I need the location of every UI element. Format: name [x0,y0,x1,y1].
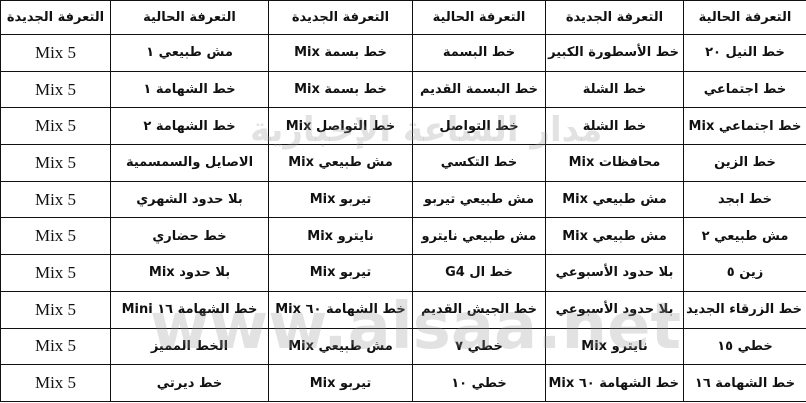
table-cell: خط الشهامة ١٦ [683,364,806,402]
table-cell: خط بسمة Mix [268,70,413,109]
table-cell: خط ديرتي [110,364,269,402]
table-row: خط الزين محافظات Mix خط التكسي مش طبيعي Mix… [0,144,806,182]
table-cell: زين ٥ [683,254,806,292]
table-cell: خط بسمة Mix [268,34,413,72]
table-cell: خط الأسطورة الكبير [545,34,684,72]
table-cell: مش طبيعي تيربو [412,180,546,219]
table-cell: خط الشلة [545,70,684,109]
table-cell: خط حضاري [110,217,269,256]
table-row: خطي ١٥ نايترو Mix خطي ٧ مش طبيعي Mix الخط ال… [0,327,806,366]
table-cell: خط ال G4 [412,254,546,292]
table-cell: خط الشهامة ٦٠ Mix [545,364,684,402]
table-row: خط الزرقاء الجديد بلا حدود الأسبوعي خط الج… [0,290,806,329]
table-cell: خط التكسي [412,144,546,182]
table-cell: تيربو Mix [268,364,413,402]
header-cell: التعرفة الجديدة [0,0,111,35]
table-cell: Mix 5 [0,254,111,292]
table-cell: نايترو Mix [268,217,413,256]
header-cell: التعرفة الحالية [110,0,269,35]
table-cell: خط الشلة [545,107,684,146]
table-cell: بلا حدود الأسبوعي [545,290,684,329]
table-cell: خط التواصل Mix [268,107,413,146]
header-cell: التعرفة الحالية [683,0,806,35]
table-cell: خط البسمة [412,34,546,72]
table-cell: خط اجتماعي [683,70,806,109]
table-row: خط ابجد مش طبيعي Mix مش طبيعي تيربو تيربو M… [0,180,806,219]
table-cell: Mix 5 [0,217,111,256]
table-cell: Mix 5 [0,144,111,182]
table-cell: مش طبيعي Mix [545,180,684,219]
table-cell: نايترو Mix [545,327,684,366]
table-cell: تيربو Mix [268,254,413,292]
table-cell: خط الزين [683,144,806,182]
table-body: خط النيل ٢٠ خط الأسطورة الكبير خط البسمة خط… [0,34,806,402]
header-row: التعرفة الحالية التعرفة الجديدة التعرفة ال… [0,0,806,35]
header-cell: التعرفة الجديدة [545,0,684,35]
table-row: خط اجتماعي خط الشلة خط البسمة القديم خط بسم… [0,70,806,109]
table-cell: خط اجتماعي Mix [683,107,806,146]
table-cell: مش طبيعي ٢ [683,217,806,256]
table-row: مش طبيعي ٢ مش طبيعي Mix مش طبيعي نايترو ناي… [0,217,806,256]
table-cell: خط الجيش القديم [412,290,546,329]
table-cell: الخط المميز [110,327,269,366]
table-cell: خط الشهامة ٢ [110,107,269,146]
table-cell: مش طبيعي Mix [268,327,413,366]
table-cell: خط النيل ٢٠ [683,34,806,72]
table-row: خط اجتماعي Mix خط الشلة خط التواصل خط التوا… [0,107,806,146]
table-cell: محافظات Mix [545,144,684,182]
header-cell: التعرفة الجديدة [268,0,413,35]
table-cell: مش طبيعي نايترو [412,217,546,256]
table-cell: خطي ١٥ [683,327,806,366]
table-cell: Mix 5 [0,290,111,329]
table-cell: خط الشهامة ١ [110,70,269,109]
table-cell: خطي ٧ [412,327,546,366]
table-row: خط الشهامة ١٦ خط الشهامة ٦٠ Mix خطي ١٠ تيرب… [0,364,806,402]
table-cell: Mix 5 [0,107,111,146]
table-row: خط النيل ٢٠ خط الأسطورة الكبير خط البسمة خط… [0,34,806,72]
table-cell: مش طبيعي Mix [268,144,413,182]
table-cell: خط الشهامة ١٦ Mini [110,290,269,329]
table-cell: Mix 5 [0,34,111,72]
table-cell: بلا حدود الشهري [110,180,269,219]
table-cell: Mix 5 [0,364,111,402]
table-cell: بلا حدود الأسبوعي [545,254,684,292]
table-row: زين ٥ بلا حدود الأسبوعي خط ال G4 تيربو Mix ب… [0,254,806,292]
table-cell: خط ابجد [683,180,806,219]
table-cell: خط الشهامة ٦٠ Mix [268,290,413,329]
table-cell: خط البسمة القديم [412,70,546,109]
table-cell: تيربو Mix [268,180,413,219]
table-cell: خط التواصل [412,107,546,146]
table-cell: مش طبيعي Mix [545,217,684,256]
table-cell: الاصايل والسمسمية [110,144,269,182]
header-cell: التعرفة الحالية [412,0,546,35]
table-cell: Mix 5 [0,70,111,109]
table-cell: Mix 5 [0,327,111,366]
table-cell: خطي ١٠ [412,364,546,402]
table-cell: خط الزرقاء الجديد [683,290,806,329]
table-cell: مش طبيعي ١ [110,34,269,72]
table-cell: بلا حدود Mix [110,254,269,292]
table-cell: Mix 5 [0,180,111,219]
